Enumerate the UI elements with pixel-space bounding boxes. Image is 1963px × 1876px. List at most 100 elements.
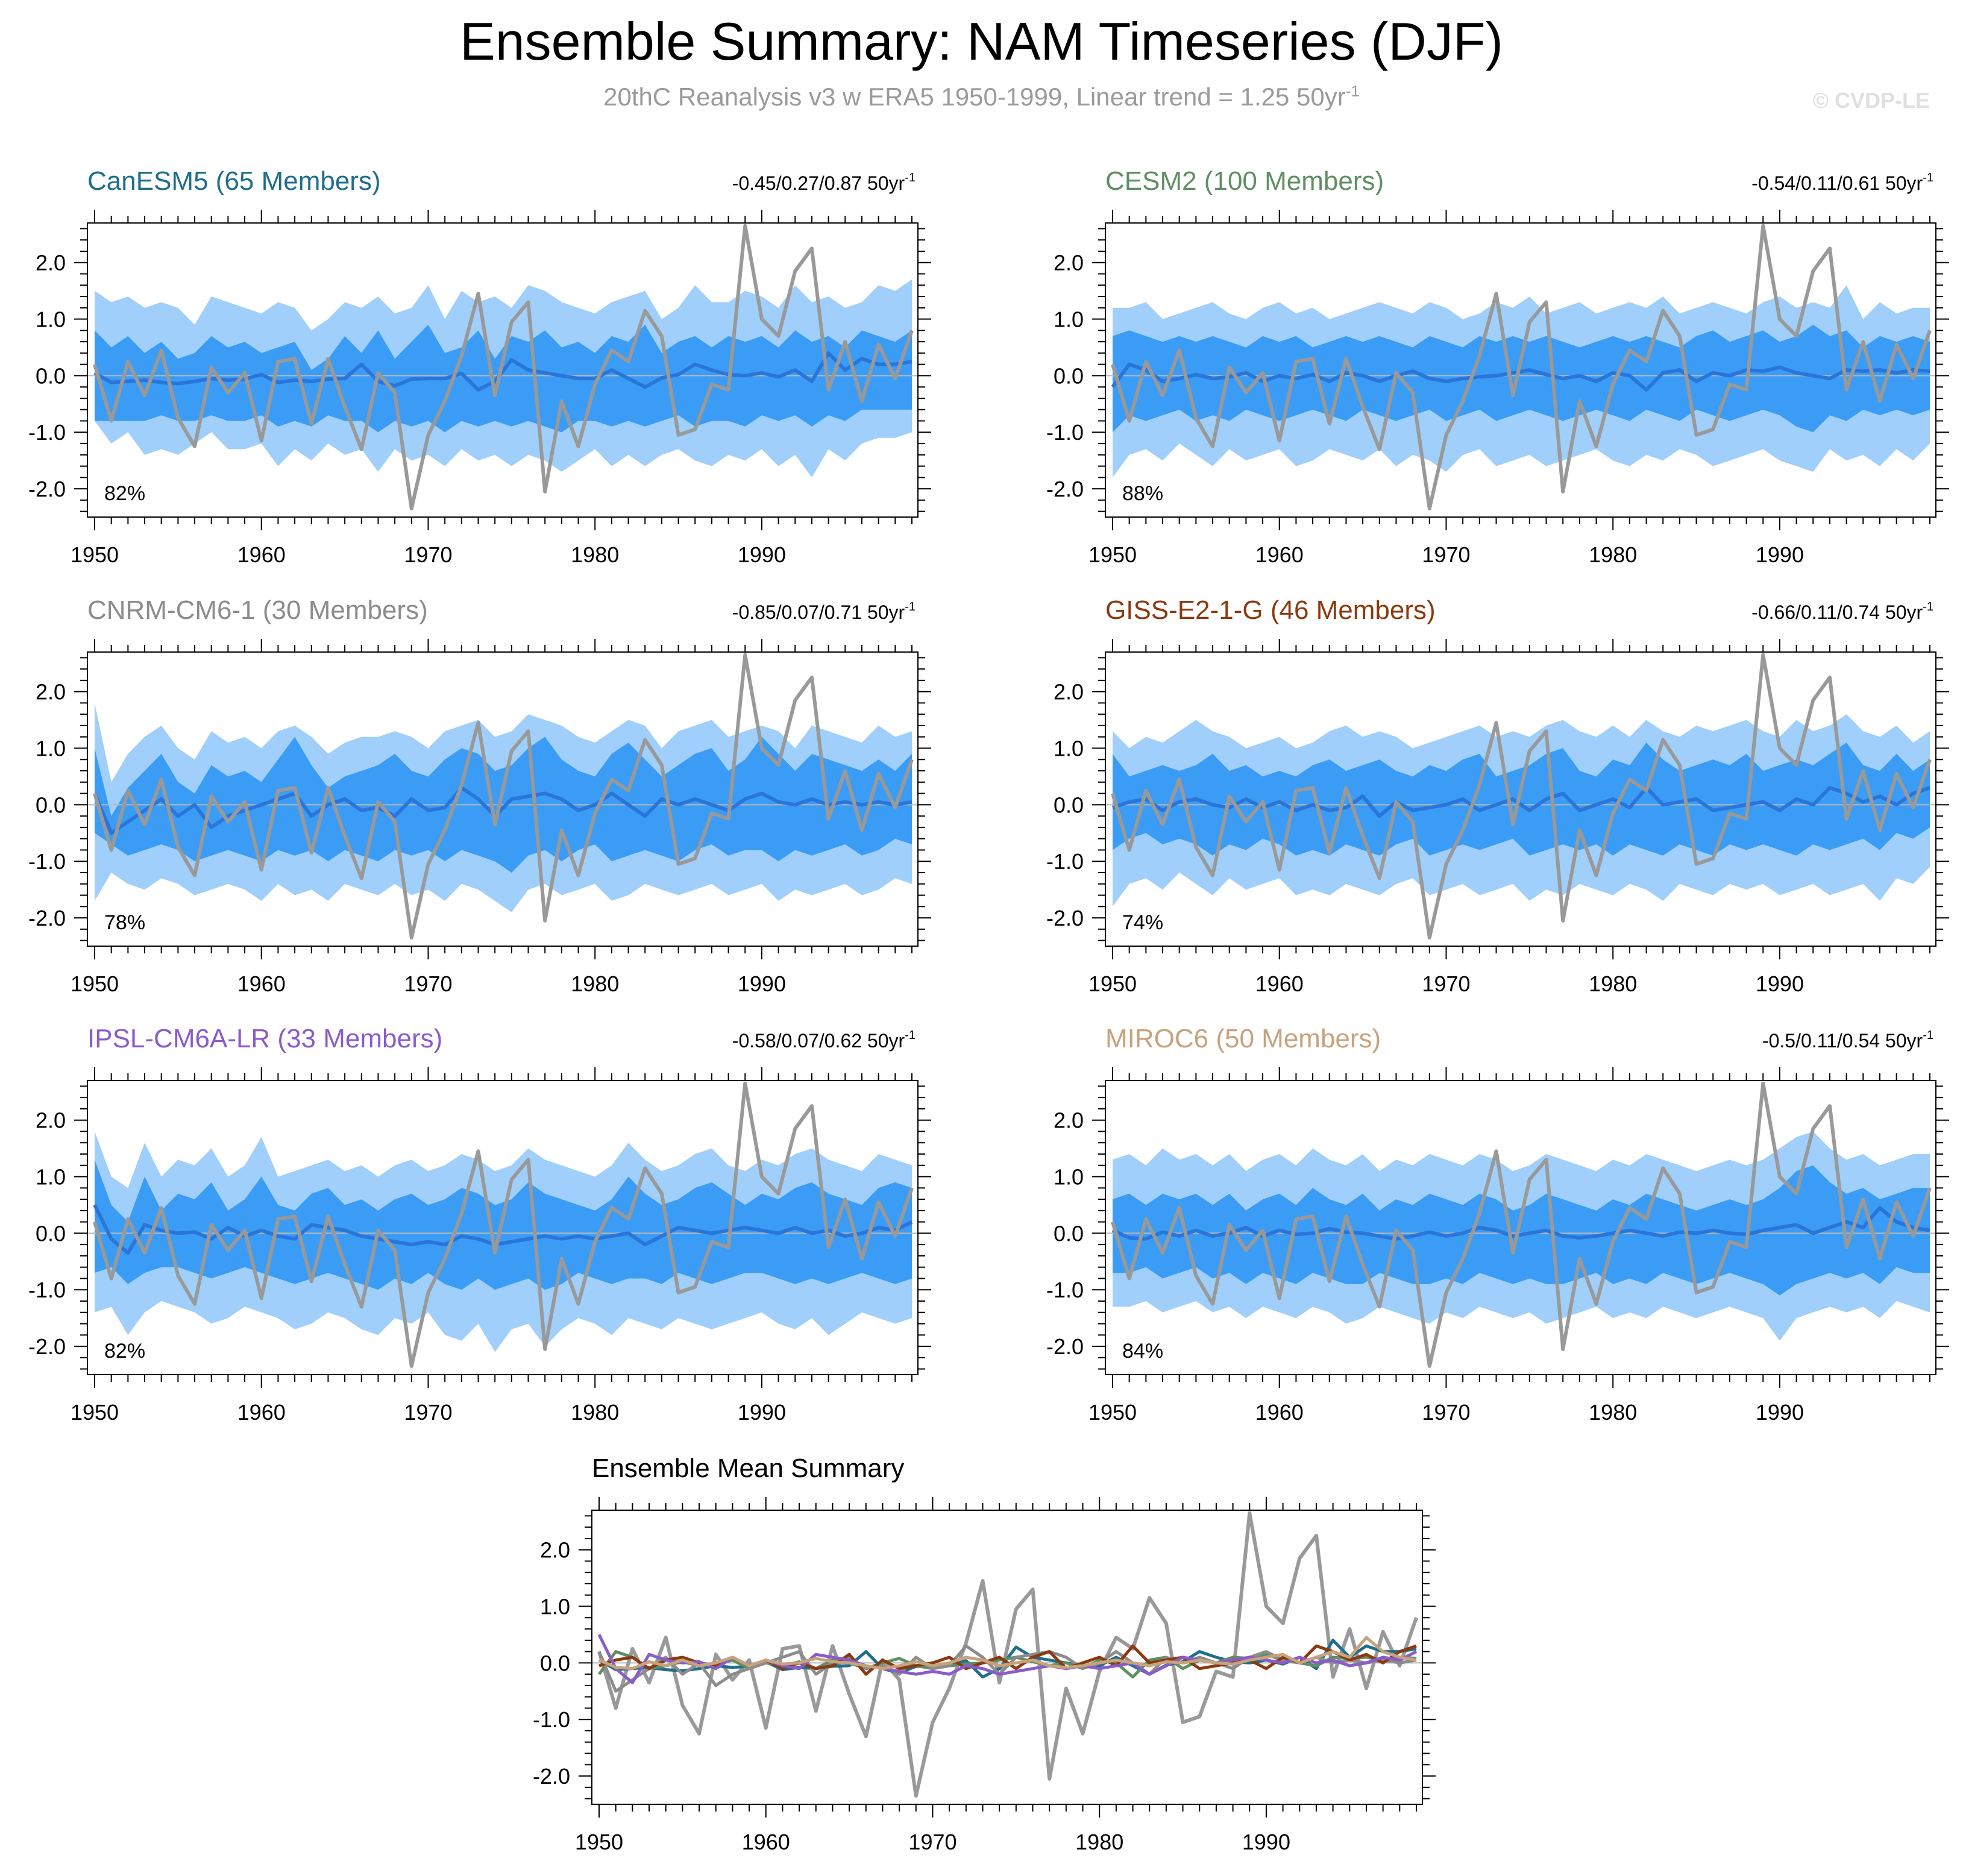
trend-label: -0.66/0.11/0.74 50yr-1 <box>1751 600 1933 623</box>
panel-title: CESM2 (100 Members) <box>1105 166 1384 196</box>
x-tick-label: 1960 <box>237 542 286 567</box>
x-tick-label: 1970 <box>908 1830 956 1854</box>
trend-label: -0.5/0.11/0.54 50yr-1 <box>1762 1029 1933 1052</box>
observed-line <box>93 1081 914 1368</box>
x-tick-label: 1990 <box>1242 1830 1290 1854</box>
y-tick-label: -2.0 <box>1046 906 1084 930</box>
y-tick-label: -2.0 <box>28 906 66 930</box>
trend-text: -0.54/0.11/0.61 50yr <box>1751 172 1923 194</box>
x-tick-label: 1990 <box>1756 542 1804 567</box>
x-tick-label: 1990 <box>738 971 786 996</box>
x-tick-label: 1960 <box>1255 1400 1304 1425</box>
y-tick-label: -1.0 <box>28 849 66 874</box>
ensemble-mean-line <box>93 351 912 392</box>
x-tick-label: 1970 <box>404 971 452 996</box>
y-tick-label: 0.0 <box>36 1221 66 1246</box>
percent-label: 78% <box>104 911 145 934</box>
trend-exponent: -1 <box>905 600 916 613</box>
trend-text: -0.66/0.11/0.74 50yr <box>1751 601 1923 623</box>
y-tick-label: 2.0 <box>1054 251 1084 275</box>
plot-frame <box>591 1510 1423 1805</box>
series-line-6 <box>598 1636 1417 1671</box>
y-tick-label: 1.0 <box>36 307 66 332</box>
panel-6: -2.0 -1.0 0.0 1.0 2.0 1950 1960 1970 1980 1990 MIR… <box>1046 1024 1949 1425</box>
panel-title: CanESM5 (65 Members) <box>87 166 381 196</box>
trend-text: -0.5/0.11/0.54 50yr <box>1762 1030 1923 1052</box>
data-layer <box>1105 224 1936 510</box>
observed-line <box>597 1511 1418 1798</box>
y-tick-label: 0.0 <box>36 792 66 817</box>
data-layer <box>1105 1081 1936 1368</box>
y-tick-label: 1.0 <box>1054 736 1084 761</box>
x-tick-label: 1970 <box>1422 542 1470 567</box>
trend-exponent: -1 <box>1923 600 1933 613</box>
y-tick-label: -2.0 <box>533 1764 570 1789</box>
x-tick-label: 1980 <box>1589 542 1637 567</box>
plot-frame <box>1105 651 1936 947</box>
x-tick-label: 1950 <box>71 971 119 996</box>
y-tick-label: -1.0 <box>1046 849 1084 874</box>
copyright-watermark: © CVDP-LE <box>1812 88 1930 113</box>
observed-line <box>1111 1081 1932 1368</box>
panel-1: -2.0 -1.0 0.0 1.0 2.0 1950 1960 1970 1980 1990 Can… <box>28 166 931 567</box>
y-tick-label: 1.0 <box>540 1595 570 1619</box>
ensemble-mean-line <box>93 1204 913 1255</box>
panel-title: IPSL-CM6A-LR (33 Members) <box>87 1024 442 1053</box>
data-layer <box>87 1081 918 1368</box>
x-tick-label: 1990 <box>738 542 786 567</box>
y-tick-label: -2.0 <box>28 1334 66 1359</box>
observed-line <box>93 224 914 510</box>
figure-title: Ensemble Summary: NAM Timeseries (DJF) <box>460 11 1503 71</box>
trend-label: -0.58/0.07/0.62 50yr-1 <box>732 1029 916 1052</box>
trend-exponent: -1 <box>1923 1029 1933 1042</box>
y-tick-label: 2.0 <box>540 1538 570 1563</box>
y-tick-label: -1.0 <box>1046 420 1084 445</box>
y-tick-label: -1.0 <box>28 1278 66 1302</box>
x-tick-label: 1960 <box>742 1830 790 1854</box>
x-tick-label: 1970 <box>1422 971 1470 996</box>
panel-7: -2.0 -1.0 0.0 1.0 2.0 1950 1960 1970 1980 1990 Ens… <box>533 1454 1436 1854</box>
plot-frame <box>1105 1080 1936 1375</box>
x-tick-label: 1970 <box>404 1400 452 1425</box>
y-tick-label: -1.0 <box>533 1707 570 1732</box>
observed-line <box>1111 653 1932 940</box>
x-tick-label: 1950 <box>1088 1400 1137 1425</box>
ensemble-mean-line <box>1111 362 1930 392</box>
panel-3: -2.0 -1.0 0.0 1.0 2.0 1950 1960 1970 1980 1990 CNR… <box>28 595 931 996</box>
percent-label: 82% <box>104 482 145 505</box>
data-layer <box>87 653 918 940</box>
x-tick-label: 1990 <box>1756 971 1804 996</box>
percent-label: 82% <box>104 1340 145 1363</box>
trend-label: -0.85/0.07/0.71 50yr-1 <box>732 600 916 623</box>
x-tick-label: 1950 <box>71 542 119 567</box>
x-tick-label: 1950 <box>1088 542 1137 567</box>
x-tick-label: 1990 <box>738 1400 786 1425</box>
y-tick-label: 2.0 <box>1054 680 1084 704</box>
trend-label: -0.45/0.27/0.87 50yr-1 <box>732 171 916 194</box>
x-tick-label: 1980 <box>1589 1400 1637 1425</box>
y-tick-label: 0.0 <box>36 363 66 388</box>
subtitle-exponent: -1 <box>1345 82 1360 100</box>
x-tick-label: 1960 <box>1255 971 1304 996</box>
y-tick-label: 0.0 <box>1054 1221 1084 1246</box>
trend-text: -0.58/0.07/0.62 50yr <box>732 1030 905 1052</box>
observed-line <box>93 653 914 940</box>
figure-subtitle: 20thC Reanalysis v3 w ERA5 1950-1999, Li… <box>0 82 1963 111</box>
y-tick-label: 2.0 <box>36 1108 66 1133</box>
plot-frame <box>1105 222 1936 518</box>
y-tick-label: -1.0 <box>28 420 66 445</box>
panel-title: CNRM-CM6-1 (30 Members) <box>87 595 428 625</box>
panel-title: MIROC6 (50 Members) <box>1105 1024 1381 1053</box>
plot-frame <box>87 1080 919 1375</box>
x-tick-label: 1970 <box>1422 1400 1470 1425</box>
x-tick-label: 1950 <box>71 1400 119 1425</box>
percent-label: 88% <box>1122 482 1163 505</box>
y-tick-label: 1.0 <box>36 1165 66 1190</box>
x-tick-label: 1980 <box>571 971 619 996</box>
y-tick-label: -1.0 <box>1046 1278 1084 1302</box>
y-tick-label: 2.0 <box>36 251 66 275</box>
x-tick-label: 1980 <box>1589 971 1637 996</box>
subtitle-text: 20thC Reanalysis v3 w ERA5 1950-1999, Li… <box>603 83 1346 111</box>
x-tick-label: 1950 <box>1088 971 1137 996</box>
